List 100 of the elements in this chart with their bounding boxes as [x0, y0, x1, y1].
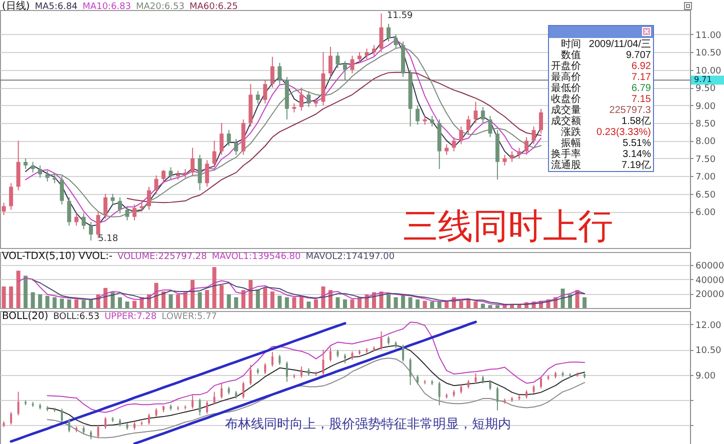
- bar: [220, 285, 224, 308]
- candlestick: [488, 115, 492, 138]
- text: 225797.3: [609, 105, 651, 116]
- candlestick: [524, 136, 528, 156]
- y-tick-label: 7.00: [696, 172, 716, 183]
- bar: [430, 302, 434, 308]
- bar: [88, 299, 93, 308]
- bar: [336, 297, 340, 308]
- y-tick-label: 10.50: [696, 346, 722, 356]
- candlestick: [148, 413, 150, 426]
- candlestick: [372, 44, 376, 56]
- category-label: 收盘价: [551, 94, 581, 105]
- bar: [234, 297, 238, 308]
- candlestick: [264, 362, 266, 375]
- bar: [52, 297, 57, 308]
- candlestick: [97, 424, 100, 439]
- candlestick: [270, 56, 274, 88]
- y-tick-label: 9.50: [696, 84, 716, 94]
- text: MA20:6.53: [136, 2, 184, 12]
- candlestick: [409, 358, 412, 386]
- category-label: 最低价: [551, 83, 581, 94]
- bar: [306, 302, 311, 308]
- category-label: 数值: [560, 50, 581, 61]
- bar: [488, 305, 492, 308]
- bar: [386, 294, 391, 308]
- y-tick-label: 8.50: [696, 119, 716, 130]
- y-tick-label: 8.00: [696, 137, 716, 148]
- candlestick: [474, 372, 477, 384]
- bar: [321, 286, 326, 308]
- bar: [226, 294, 231, 308]
- y-tick-label: 10.00: [696, 66, 722, 76]
- bar: [416, 299, 420, 308]
- candlestick: [336, 52, 340, 69]
- bar: [284, 297, 289, 308]
- chart-title: BOLL(20): [2, 311, 48, 322]
- text: 5.51%: [622, 138, 651, 149]
- text: 7.17: [632, 72, 651, 83]
- candlestick: [24, 158, 28, 170]
- candlestick: [263, 80, 268, 104]
- category-label: 最高价: [551, 72, 581, 83]
- candlestick: [474, 101, 478, 124]
- candlestick: [379, 13, 384, 53]
- bar: [263, 288, 268, 308]
- candlestick: [198, 398, 201, 416]
- text: 0.23(3.33%): [596, 127, 651, 138]
- text: 3.14%: [622, 149, 651, 160]
- bar: [205, 290, 210, 308]
- bar: [9, 286, 14, 308]
- category-label: 开盘价: [551, 61, 581, 72]
- candlestick: [402, 344, 404, 362]
- candlestick: [386, 23, 391, 42]
- candlestick: [364, 48, 369, 60]
- text: UPPER:7.28: [104, 312, 157, 322]
- bar: [394, 297, 398, 308]
- category-label: 振幅: [560, 138, 581, 149]
- text: MA5:6.84: [34, 2, 78, 12]
- chart-subtitle: VOLUME:225797.28: [117, 252, 207, 262]
- bar: [437, 302, 442, 308]
- bar: [190, 280, 195, 308]
- candlestick: [212, 140, 216, 168]
- candlestick: [192, 394, 194, 410]
- category-label: 时间: [560, 39, 581, 50]
- candlestick: [480, 106, 485, 124]
- bar: [176, 294, 180, 308]
- bar: [314, 299, 318, 308]
- text: 2009/11/04/三: [588, 39, 651, 50]
- candlestick: [350, 55, 354, 74]
- y-tick-label: 9.00: [696, 371, 716, 382]
- candlestick: [502, 154, 507, 166]
- candlestick: [489, 380, 492, 391]
- text: 7.19亿: [622, 160, 651, 171]
- bar: [270, 291, 274, 308]
- candlestick: [110, 193, 115, 205]
- bar: [38, 294, 42, 308]
- bar: [582, 297, 587, 308]
- candlestick: [430, 115, 434, 128]
- annotation: 11.59: [387, 11, 413, 21]
- candlestick: [220, 122, 224, 156]
- candlestick: [256, 90, 260, 104]
- bar: [212, 267, 216, 308]
- annotation: 三线同时上行: [403, 207, 613, 247]
- candlestick: [286, 361, 288, 382]
- candlestick: [510, 150, 514, 162]
- text: 9.707: [626, 50, 651, 61]
- y-tick-label: 20000: [696, 290, 724, 300]
- line-series: [46, 322, 586, 413]
- candlestick: [306, 90, 311, 108]
- text: LOWER:5.77: [162, 312, 218, 322]
- candlestick: [416, 374, 419, 385]
- bar: [466, 299, 470, 308]
- candlestick: [343, 60, 347, 81]
- text: MAVOL1:139546.80: [212, 252, 301, 262]
- candlestick: [271, 351, 274, 368]
- candlestick: [118, 196, 122, 214]
- candlestick: [452, 136, 456, 152]
- text: MA10:6.83: [82, 2, 131, 12]
- annotation: 5.18: [98, 234, 118, 244]
- candlestick: [17, 391, 20, 416]
- candlestick: [466, 115, 470, 134]
- candlestick: [438, 381, 440, 406]
